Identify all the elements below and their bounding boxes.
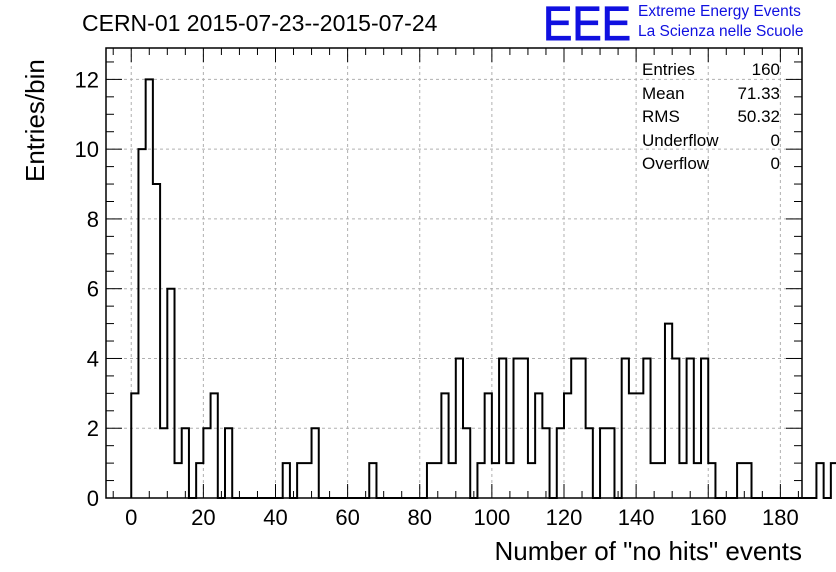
- histogram-bin: [441, 393, 448, 498]
- histogram-bin: [427, 463, 434, 498]
- histogram-bin: [492, 463, 499, 498]
- histogram-bin: [297, 463, 304, 498]
- histogram-bin: [203, 428, 210, 498]
- x-axis-label: Number of "no hits" events: [494, 536, 803, 566]
- eee-logo: EEE: [543, 4, 631, 44]
- y-tick-label: 4: [87, 346, 99, 371]
- stat-label: Entries: [642, 60, 695, 79]
- x-tick-label: 80: [407, 505, 431, 530]
- stat-label: RMS: [642, 107, 680, 126]
- stats-box: Entries 160 Mean 71.33 RMS 50.32 Underfl…: [642, 60, 780, 178]
- stat-value: 160: [751, 60, 780, 79]
- histogram-bin: [528, 463, 535, 498]
- x-tick-label: 120: [546, 505, 583, 530]
- histogram-bin: [225, 428, 232, 498]
- logo-line-1: Extreme Energy Events: [638, 3, 801, 20]
- x-tick-label: 0: [125, 505, 137, 530]
- histogram-bin: [196, 463, 203, 498]
- histogram-bin: [600, 428, 607, 498]
- histogram-bin: [131, 393, 138, 498]
- y-tick-label: 2: [87, 416, 99, 441]
- histogram-bin: [607, 428, 614, 498]
- histogram-bin: [694, 463, 701, 498]
- histogram-bin: [449, 463, 456, 498]
- svg-text:EEE: EEE: [543, 4, 631, 44]
- histogram-bin: [175, 463, 182, 498]
- histogram-bin: [369, 463, 376, 498]
- histogram-bin: [542, 428, 549, 498]
- histogram-bin: [564, 393, 571, 498]
- histogram-bin: [304, 463, 311, 498]
- x-tick-label: 100: [474, 505, 511, 530]
- stat-row-mean: Mean 71.33: [642, 84, 780, 108]
- stat-label: Overflow: [642, 154, 710, 173]
- histogram-bin: [636, 393, 643, 498]
- histogram-bin: [816, 463, 823, 498]
- histogram-bin: [167, 289, 174, 498]
- y-tick-label: 8: [87, 207, 99, 232]
- histogram-bin: [283, 463, 290, 498]
- stat-row-overflow: Overflow 0: [642, 154, 780, 178]
- stat-label: Underflow: [642, 130, 719, 150]
- histogram-bin: [477, 463, 484, 498]
- logo-line-2: La Scienza nelle Scuole: [638, 23, 804, 40]
- x-tick-label: 140: [618, 505, 655, 530]
- x-tick-label: 160: [690, 505, 727, 530]
- y-tick-label: 12: [75, 67, 99, 92]
- histogram-bin: [160, 428, 167, 498]
- stat-row-underflow: Underflow 0: [642, 131, 780, 155]
- histogram-bin: [665, 324, 672, 498]
- histogram-bin: [586, 428, 593, 498]
- stat-value: 50.32: [737, 107, 780, 126]
- histogram-bin: [535, 393, 542, 498]
- histogram-bin: [485, 393, 492, 498]
- stat-value: 71.33: [737, 83, 780, 103]
- histogram-bin: [737, 463, 744, 498]
- stat-label: Mean: [642, 83, 685, 103]
- histogram-bin: [557, 428, 564, 498]
- histogram-bin: [211, 393, 218, 498]
- histogram-bin: [153, 184, 160, 498]
- y-tick-label: 0: [87, 486, 99, 511]
- stat-row-rms: RMS 50.32: [642, 107, 780, 131]
- histogram-outline: [130, 78, 836, 499]
- stat-value: 0: [770, 130, 780, 150]
- stat-row-entries: Entries 160: [642, 60, 780, 84]
- y-tick-label: 6: [87, 277, 99, 302]
- stat-value: 0: [770, 154, 780, 173]
- histogram-bin: [629, 393, 636, 498]
- x-tick-label: 20: [191, 505, 215, 530]
- x-tick-label: 40: [263, 505, 287, 530]
- plot-title: CERN-01 2015-07-23--2015-07-24: [82, 10, 438, 36]
- x-tick-label: 180: [762, 505, 799, 530]
- y-axis-label: Entries/bin: [20, 59, 50, 182]
- histogram-bin: [463, 428, 470, 498]
- plot-frame: [105, 47, 803, 499]
- x-tick-label: 60: [335, 505, 359, 530]
- histogram-bin: [658, 463, 665, 498]
- histogram-bin: [312, 428, 319, 498]
- histogram-bin: [744, 463, 751, 498]
- y-tick-label: 10: [75, 137, 99, 162]
- histogram-bin: [182, 428, 189, 498]
- histogram-bin: [679, 463, 686, 498]
- histogram-bin: [708, 463, 715, 498]
- histogram-bin: [138, 149, 145, 498]
